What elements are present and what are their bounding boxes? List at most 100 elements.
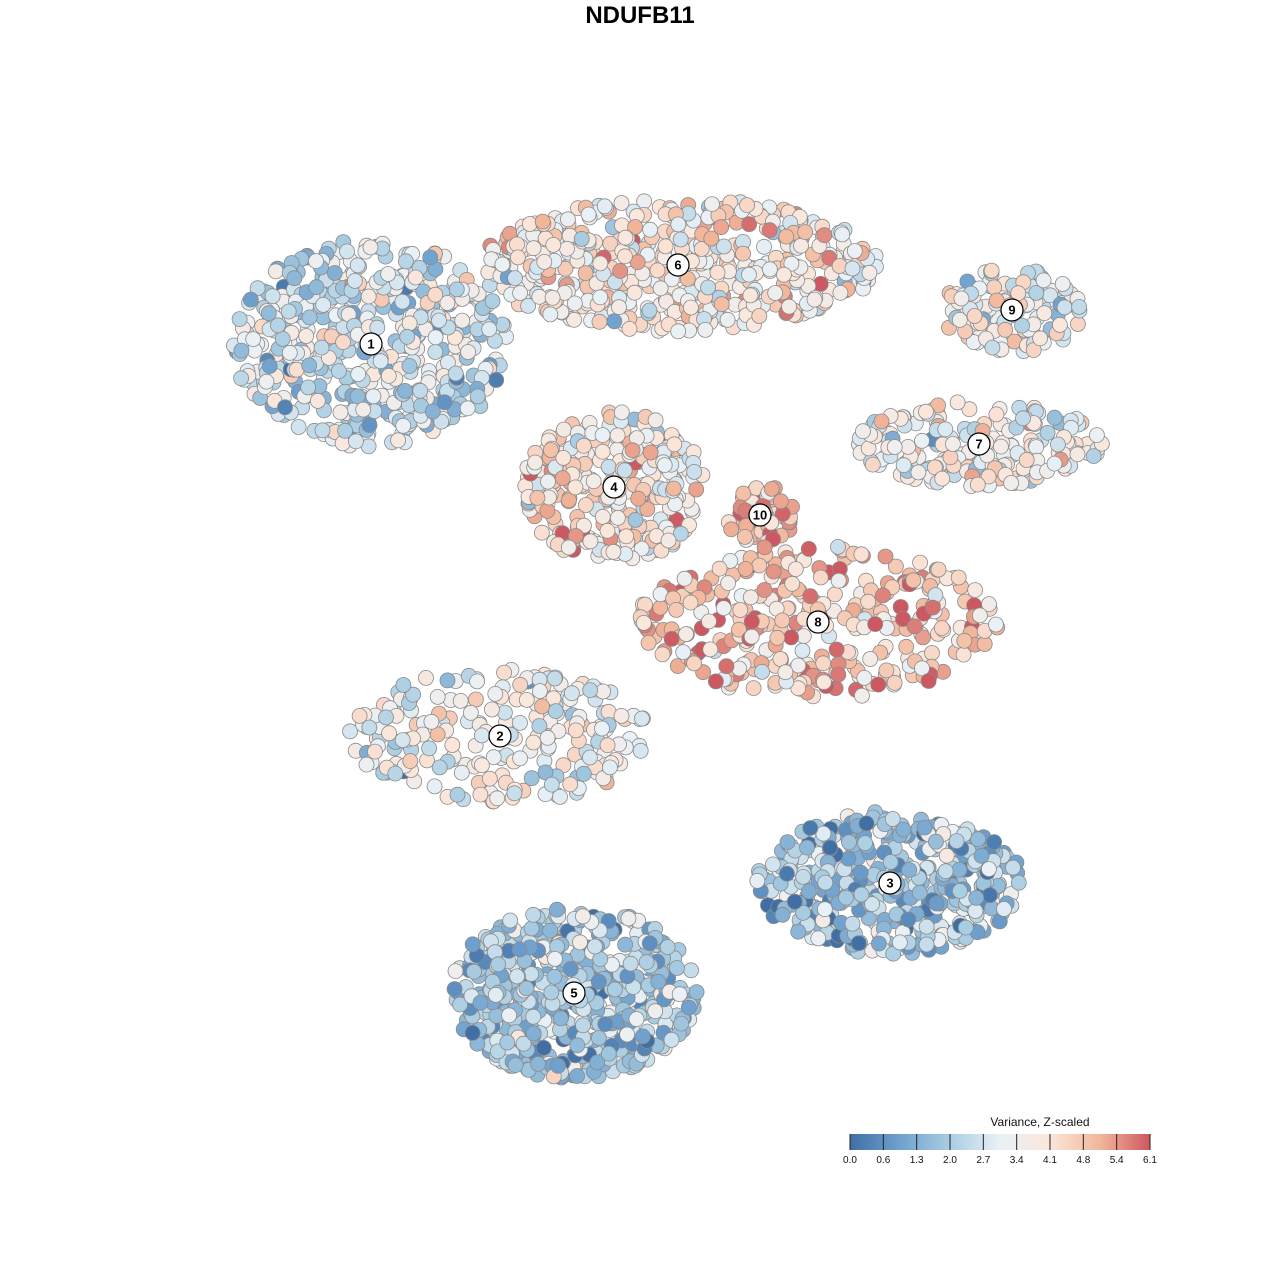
scatter-point: [554, 470, 571, 487]
scatter-point: [301, 357, 318, 374]
scatter-point: [838, 889, 854, 906]
scatter-point: [612, 262, 629, 279]
scatter-point: [617, 248, 633, 265]
scatter-point: [512, 285, 528, 301]
chart-title: NDUFB11: [585, 2, 695, 29]
scatter-point: [776, 266, 792, 283]
scatter-point: [751, 557, 768, 574]
cluster-label-text: 3: [886, 876, 893, 891]
scatter-point: [543, 776, 560, 793]
scatter-point: [429, 689, 446, 705]
scatter-point: [532, 683, 548, 699]
scatter-point: [427, 329, 444, 346]
scatter-point: [878, 662, 895, 679]
colorbar-tick-label: 4.8: [1076, 1155, 1090, 1166]
scatter-point: [439, 295, 456, 311]
scatter-point: [969, 476, 986, 493]
scatter-point: [448, 281, 465, 298]
scatter-point: [652, 599, 669, 616]
scatter-point: [301, 309, 318, 326]
scatter-point: [924, 645, 940, 661]
scatter-point: [610, 510, 626, 526]
scatter-point: [630, 490, 647, 507]
scatter-point: [594, 443, 611, 460]
scatter-point: [986, 279, 1003, 296]
scatter-point: [449, 786, 466, 803]
scatter-point: [673, 1015, 690, 1032]
cluster-labels-layer: 1 2 3 4 5 6 7 8 9 10: [359, 253, 1024, 1005]
scatter-point: [633, 540, 650, 557]
scatter-point: [358, 756, 375, 773]
scatter-point: [560, 539, 577, 556]
scatter-point: [559, 240, 575, 257]
scatter-point: [1046, 455, 1063, 472]
scatter-point: [900, 911, 917, 928]
scatter-point: [855, 423, 871, 440]
scatter-point: [429, 726, 446, 743]
colorbar-gradient: [850, 1134, 1150, 1150]
scatter-point: [578, 497, 594, 513]
cluster-label-text: 8: [814, 615, 821, 630]
scatter-point: [589, 1054, 606, 1071]
scatter-point: [647, 412, 664, 429]
scatter-point: [742, 589, 759, 606]
scatter-point: [765, 563, 782, 580]
scatter-point: [602, 759, 618, 776]
scatter-point: [231, 311, 248, 328]
scatter-point: [397, 253, 414, 270]
scatter-point: [600, 458, 617, 475]
scatter-point: [362, 239, 379, 256]
cluster-label-marker: [562, 981, 586, 1005]
scatter-point: [938, 847, 955, 864]
scatter-point: [800, 883, 817, 900]
scatter-point: [280, 303, 297, 320]
scatter-point: [512, 676, 529, 693]
scatter-point: [605, 543, 622, 560]
cluster-label-text: 7: [975, 437, 982, 452]
scatter-point: [676, 570, 693, 587]
scatter-point: [945, 436, 961, 452]
scatter-point: [436, 394, 453, 411]
scatter-point: [709, 264, 726, 281]
scatter-point: [546, 968, 563, 985]
cluster-label-text: 2: [496, 729, 503, 744]
scatter-point: [553, 1010, 569, 1027]
scatter-point: [937, 863, 954, 880]
scatter-point: [983, 262, 1000, 279]
scatter-point: [365, 388, 382, 405]
cluster-label-8: 8: [806, 610, 830, 634]
scatter-point: [953, 290, 970, 307]
scatter-point: [853, 546, 870, 563]
scatter-point: [794, 642, 811, 659]
scatter-point: [968, 890, 985, 906]
scatter-point: [484, 293, 501, 310]
scatter-point: [877, 548, 894, 565]
scatter-point: [242, 291, 259, 308]
scatter-point: [810, 930, 827, 947]
scatter-point: [683, 299, 699, 316]
scatter-point: [1089, 427, 1105, 444]
scatter-point: [1028, 439, 1045, 456]
scatter-point: [423, 713, 440, 730]
scatter-point: [669, 960, 685, 976]
scatter-point: [407, 269, 424, 286]
scatter-point: [452, 693, 469, 709]
scatter-point: [737, 561, 754, 577]
cluster-label-marker: [806, 610, 830, 634]
scatter-point: [487, 987, 504, 1003]
scatter-point: [258, 373, 275, 390]
scatter-point: [309, 392, 326, 409]
scatter-point: [914, 660, 930, 677]
scatter-point: [347, 433, 364, 450]
scatter-point: [681, 999, 697, 1016]
scatter-point: [739, 197, 755, 214]
scatter-point: [737, 529, 753, 545]
scatter-point: [267, 263, 284, 280]
scatter-point: [1014, 317, 1030, 334]
scatter-point: [831, 258, 848, 274]
scatter-point: [483, 701, 500, 718]
scatter-point: [582, 749, 598, 766]
scatter-point: [525, 1008, 542, 1025]
scatter-point: [542, 922, 558, 939]
scatter-point: [629, 254, 646, 271]
